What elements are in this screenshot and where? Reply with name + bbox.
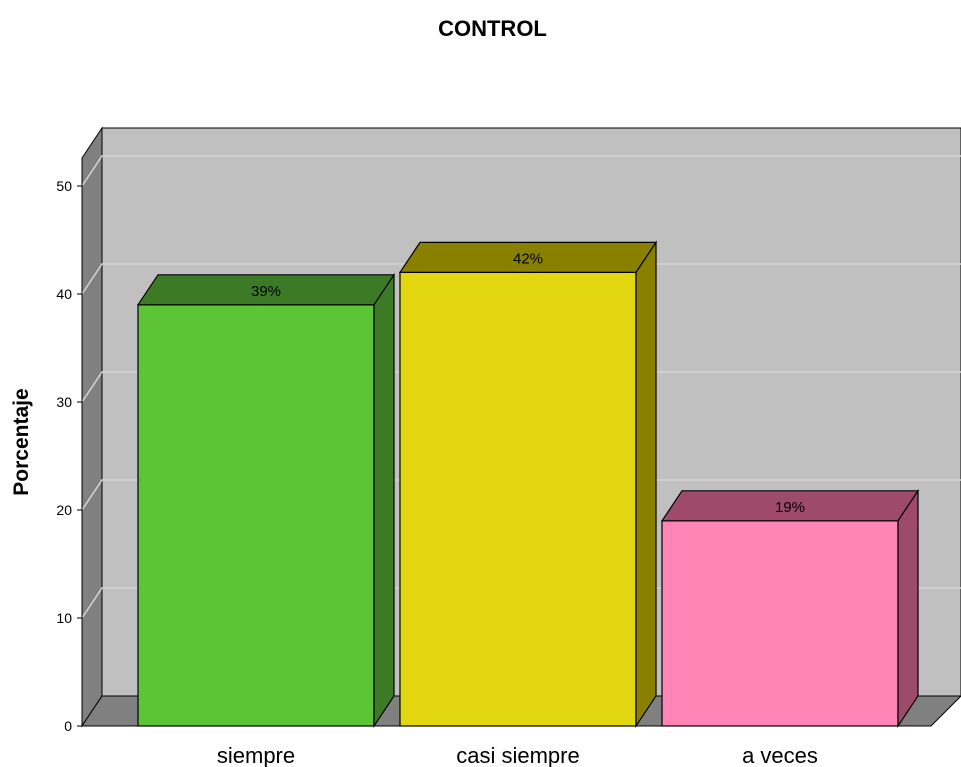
data-label: 19%	[775, 499, 805, 516]
category-label: casi siempre	[456, 743, 579, 767]
bar-side	[635, 240, 657, 728]
gridline	[81, 479, 961, 511]
y-tick-label: 50	[56, 178, 72, 194]
data-label: 42%	[513, 250, 543, 267]
category-label: siempre	[217, 743, 295, 767]
side-wall	[81, 126, 103, 728]
bar-side	[897, 488, 919, 728]
y-tick-label: 40	[56, 286, 72, 302]
y-tick-label: 0	[64, 718, 72, 734]
bar-side	[373, 272, 395, 728]
bar-2	[660, 488, 920, 728]
gridline	[81, 263, 961, 295]
category-label: a veces	[742, 743, 818, 767]
bar-front	[137, 304, 375, 727]
gridline	[81, 155, 961, 187]
y-tick-label: 10	[56, 610, 72, 626]
data-label: 39%	[251, 283, 281, 300]
bar-0	[136, 272, 396, 728]
bar-front	[399, 271, 637, 727]
bar-1	[398, 240, 658, 728]
chart-title: CONTROL	[438, 16, 547, 41]
gridline	[81, 371, 961, 403]
y-tick-label: 30	[56, 394, 72, 410]
bar-front	[661, 520, 899, 727]
y-tick-label: 20	[56, 502, 72, 518]
